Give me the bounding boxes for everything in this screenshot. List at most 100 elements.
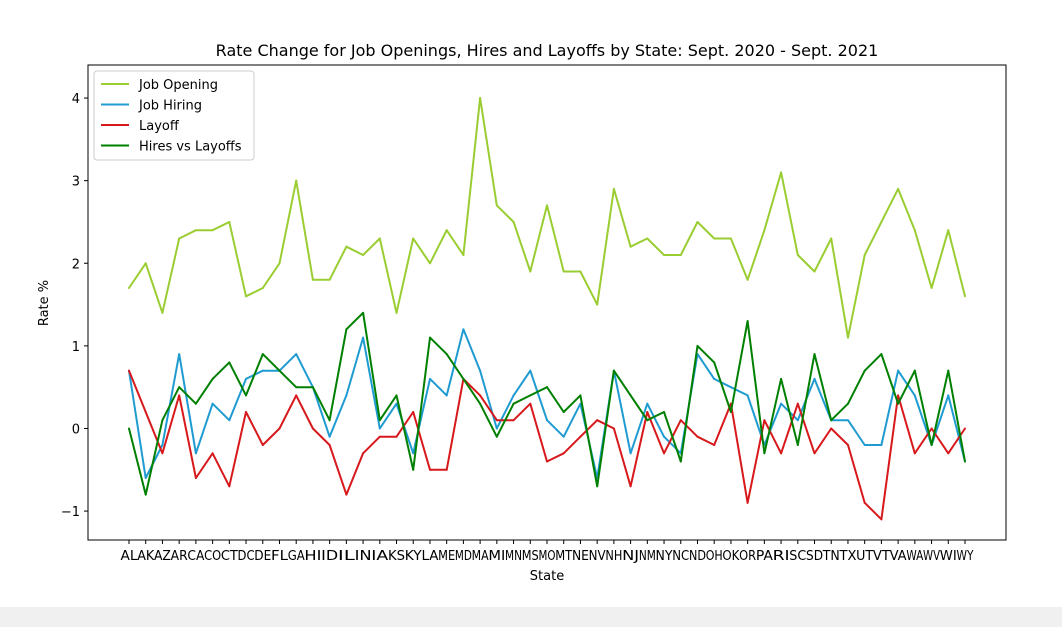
x-tick-label: TN	[822, 549, 840, 564]
series-1-point	[362, 336, 365, 339]
series-2-point	[612, 427, 615, 430]
series-0-point	[462, 254, 465, 256]
series-0-point	[780, 171, 783, 174]
series-0-point	[529, 270, 532, 273]
x-tick-label: UT	[856, 549, 873, 564]
series-3-point	[445, 353, 448, 356]
series-1-point	[144, 477, 147, 480]
series-0-point	[512, 220, 515, 223]
series-1-point	[729, 386, 732, 389]
x-tick-label: AK	[137, 549, 154, 564]
x-tick-label: ID	[321, 549, 338, 564]
series-3-point	[897, 402, 900, 405]
series-3-point	[161, 419, 164, 422]
x-tick-label: OK	[722, 549, 739, 564]
x-tick-label: WA	[906, 549, 923, 564]
series-1-point	[546, 419, 548, 422]
series-1-point	[646, 402, 649, 405]
series-2-point	[780, 452, 783, 455]
series-2-point	[763, 419, 766, 422]
series-2-point	[395, 435, 398, 438]
series-3-point	[663, 410, 666, 413]
x-tick-label: VT	[873, 549, 890, 564]
series-1-point	[529, 369, 532, 372]
series-0-point	[445, 229, 448, 232]
bottom-strip	[0, 607, 1062, 627]
series-2-point	[328, 444, 331, 446]
series-2-point	[646, 410, 649, 413]
y-axis: −1 0 1 2 3 4	[61, 92, 88, 520]
series-0-point	[194, 229, 197, 232]
series-0-point	[228, 220, 231, 223]
series-1-point	[947, 394, 950, 397]
x-tick-label: AL	[121, 549, 139, 564]
series-2-point	[546, 460, 548, 463]
series-3-point	[228, 361, 231, 364]
legend-label: Job Hiring	[138, 99, 202, 114]
series-2-point	[663, 452, 666, 455]
series-1-point	[713, 377, 716, 380]
series-0-point	[428, 262, 431, 265]
series-0-point	[813, 270, 816, 273]
series-2-point	[863, 501, 866, 504]
x-tick-label: WV	[923, 549, 940, 564]
series-1-point	[813, 377, 816, 380]
x-tick-label: LA	[421, 549, 438, 564]
series-line-2	[128, 370, 966, 521]
y-tick-label: 4	[72, 92, 80, 107]
series-1-point	[428, 377, 431, 380]
series-3-point	[562, 410, 565, 413]
x-tick-label: AZ	[154, 549, 171, 564]
series-0-point	[964, 295, 966, 298]
series-2-point	[813, 452, 816, 455]
series-3-point	[913, 369, 916, 372]
series-0-point	[546, 204, 548, 207]
series-2-point	[796, 402, 799, 405]
series-2-point	[529, 402, 532, 405]
series-3-point	[830, 419, 833, 422]
x-tick-label: RI	[773, 549, 790, 564]
series-0-point	[161, 311, 164, 314]
x-tick-label: DC	[238, 549, 255, 564]
series-0-point	[830, 237, 833, 240]
series-2-point	[295, 394, 298, 397]
x-tick-label: VA	[890, 549, 907, 564]
series-0-point	[612, 187, 615, 190]
x-tick-label: KS	[388, 549, 405, 564]
series-3-point	[947, 369, 950, 372]
series-3-point	[328, 419, 331, 422]
series-2-point	[512, 419, 515, 422]
x-tick-label: TX	[838, 549, 856, 564]
series-2-point	[412, 410, 415, 413]
series-3-point	[964, 460, 966, 463]
series-0-point	[579, 270, 582, 273]
series-0-point	[362, 254, 365, 256]
series-3-point	[546, 386, 548, 389]
series-0-point	[412, 237, 415, 240]
series-0-point	[679, 254, 682, 256]
x-tick-label: NC	[672, 549, 689, 564]
series-0-point	[696, 220, 699, 223]
series-3-point	[529, 394, 532, 397]
series-1-point	[863, 444, 866, 446]
x-tick-label: SC	[789, 549, 806, 564]
series-1-point	[228, 419, 231, 422]
series-2-point	[947, 452, 950, 455]
x-tick-label: IN	[355, 549, 372, 564]
series-1-point	[194, 452, 197, 455]
series-1-point	[512, 394, 515, 397]
series-3-point	[930, 444, 933, 446]
series-2-point	[445, 468, 448, 471]
series-1-point	[629, 452, 632, 455]
series-1-point	[796, 419, 799, 422]
y-tick-label: −1	[61, 505, 80, 520]
series-0-point	[562, 270, 565, 273]
series-3-point	[780, 377, 783, 380]
series-0-point	[311, 278, 314, 281]
series-0-point	[663, 254, 666, 256]
series-2-point	[880, 518, 883, 521]
series-2-point	[897, 394, 900, 397]
series-2-point	[228, 485, 231, 488]
